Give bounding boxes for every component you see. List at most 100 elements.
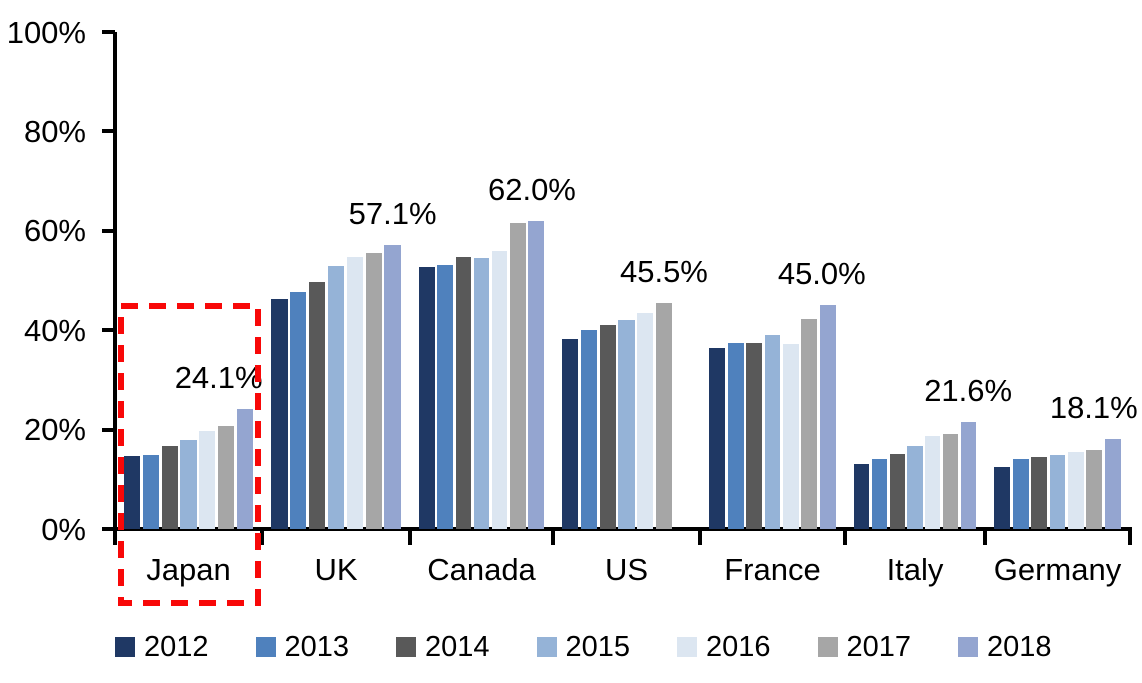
data-label-italy: 21.6% xyxy=(924,372,1013,408)
bar-france-2015 xyxy=(764,335,781,529)
bar-canada-2017 xyxy=(509,223,526,529)
legend-label-2013: 2013 xyxy=(284,631,350,663)
bar-france-2012 xyxy=(709,348,726,529)
category-label-italy: Italy xyxy=(886,552,944,587)
legend-item-2017: 2017 xyxy=(817,630,912,664)
y-tick-mark xyxy=(102,228,115,233)
y-axis-line xyxy=(113,32,117,529)
y-tick-label: 60% xyxy=(23,213,86,249)
legend-swatch-2012 xyxy=(115,637,135,657)
category-label-france: France xyxy=(724,552,821,587)
legend-item-2018: 2018 xyxy=(958,630,1052,664)
y-tick-label: 100% xyxy=(6,14,86,50)
data-label-france: 45.0% xyxy=(777,256,866,292)
category-label-us: US xyxy=(604,552,649,587)
bar-france-2016 xyxy=(782,344,799,529)
bar-us-2017 xyxy=(655,302,673,529)
y-tick-mark xyxy=(102,30,115,34)
legend-item-2016: 2016 xyxy=(677,630,771,664)
bar-uk-2012 xyxy=(271,299,288,529)
bar-japan-2013 xyxy=(142,455,160,529)
bar-germany-2017 xyxy=(1086,449,1103,529)
y-tick-label: 20% xyxy=(23,412,86,448)
bar-us-2015 xyxy=(618,319,635,529)
x-tick-mark xyxy=(1128,529,1132,545)
category-label-germany: Germany xyxy=(993,552,1122,587)
bar-japan-2014 xyxy=(161,446,178,529)
bar-canada-2018 xyxy=(528,220,544,529)
bar-uk-2013 xyxy=(290,292,307,529)
bar-uk-2014 xyxy=(308,281,326,529)
y-tick-mark xyxy=(102,129,115,134)
bar-france-2014 xyxy=(746,342,763,529)
legend-item-2013: 2013 xyxy=(255,630,350,664)
bar-japan-2012 xyxy=(124,455,141,529)
x-tick-mark xyxy=(260,529,264,545)
bar-canada-2012 xyxy=(419,266,435,529)
data-label-us: 45.5% xyxy=(619,253,708,289)
y-tick-mark xyxy=(102,328,115,333)
bar-france-2018 xyxy=(819,305,836,529)
bar-germany-2013 xyxy=(1012,459,1029,529)
data-label-germany: 18.1% xyxy=(1049,390,1138,426)
legend-label-2015: 2015 xyxy=(565,631,631,663)
bar-canada-2015 xyxy=(473,258,490,529)
bar-germany-2018 xyxy=(1104,439,1121,529)
y-tick-mark xyxy=(102,427,115,432)
bar-canada-2013 xyxy=(437,264,454,529)
bar-us-2016 xyxy=(637,312,654,529)
bar-italy-2013 xyxy=(871,459,888,529)
bar-us-2014 xyxy=(599,325,616,529)
x-tick-mark xyxy=(843,529,847,545)
bar-us-2012 xyxy=(562,339,579,529)
legend-label-2017: 2017 xyxy=(846,631,912,663)
bar-japan-2015 xyxy=(180,440,197,529)
bar-uk-2016 xyxy=(346,257,364,529)
y-tick-mark xyxy=(102,527,115,531)
legend-item-2014: 2014 xyxy=(396,630,490,664)
legend-swatch-2014 xyxy=(396,637,416,657)
bar-italy-2018 xyxy=(960,421,976,529)
bar-italy-2016 xyxy=(925,435,941,529)
bar-uk-2015 xyxy=(327,265,345,529)
bar-uk-2017 xyxy=(365,252,382,529)
x-tick-mark xyxy=(113,529,117,545)
category-label-uk: UK xyxy=(314,552,358,587)
legend-label-2018: 2018 xyxy=(987,631,1052,663)
bar-italy-2012 xyxy=(854,464,870,529)
bar-canada-2016 xyxy=(491,250,508,529)
y-tick-label: 0% xyxy=(41,511,86,547)
bar-japan-2017 xyxy=(217,425,235,529)
bar-japan-2018 xyxy=(236,409,253,529)
legend-swatch-2016 xyxy=(677,637,697,657)
data-label-canada: 62.0% xyxy=(487,171,576,207)
bar-germany-2014 xyxy=(1031,457,1048,529)
legend-swatch-2015 xyxy=(536,637,557,657)
category-label-japan: Japan xyxy=(146,552,231,587)
legend-swatch-2018 xyxy=(958,637,978,657)
bar-france-2013 xyxy=(727,342,744,529)
bar-germany-2012 xyxy=(994,467,1011,529)
legend-label-2016: 2016 xyxy=(706,631,771,663)
bar-germany-2016 xyxy=(1067,451,1084,529)
bar-italy-2014 xyxy=(889,453,905,529)
x-axis-line xyxy=(113,527,1132,531)
legend-item-2012: 2012 xyxy=(115,630,209,664)
bar-france-2017 xyxy=(801,319,818,529)
legend-swatch-2017 xyxy=(817,637,838,657)
x-tick-mark xyxy=(698,529,702,545)
bar-japan-2016 xyxy=(199,431,216,529)
bar-uk-2018 xyxy=(384,245,401,529)
legend-item-2015: 2015 xyxy=(536,630,631,664)
legend-label-2014: 2014 xyxy=(425,631,490,663)
bar-italy-2017 xyxy=(942,434,959,529)
legend-label-2012: 2012 xyxy=(144,631,209,663)
x-tick-mark xyxy=(408,529,412,545)
x-tick-mark xyxy=(983,529,987,545)
legend-swatch-2013 xyxy=(255,637,276,657)
category-label-canada: Canada xyxy=(427,552,536,587)
bar-italy-2015 xyxy=(907,445,923,529)
x-tick-mark xyxy=(551,529,555,545)
data-label-uk: 57.1% xyxy=(348,196,437,232)
